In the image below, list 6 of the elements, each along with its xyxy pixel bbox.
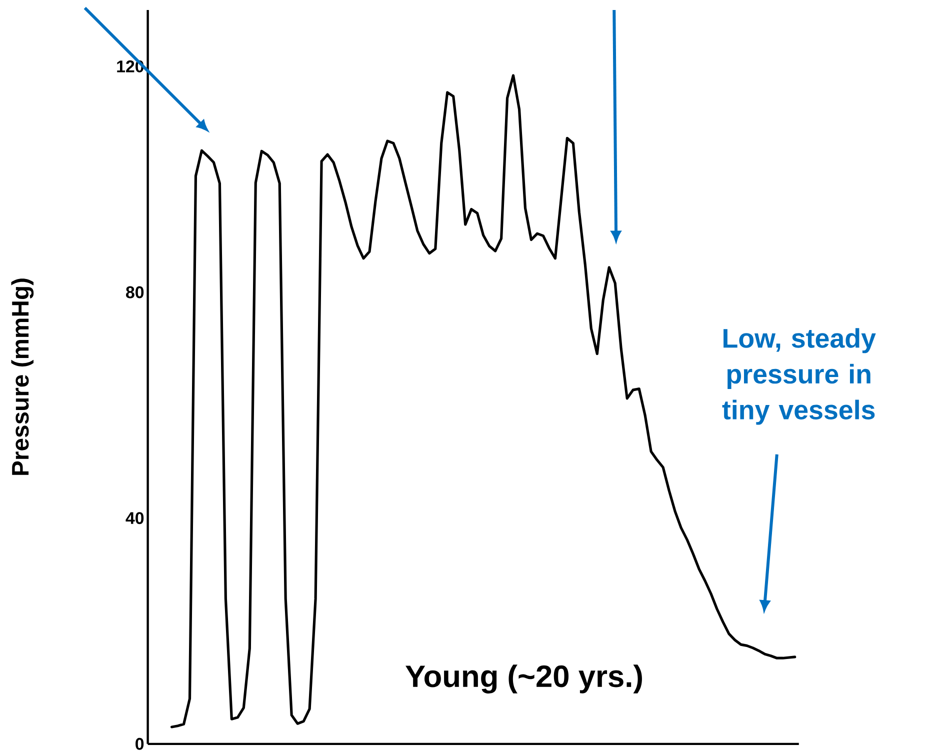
- y-axis-title: Pressure (mmHg): [11, 278, 34, 475]
- y-tick-label: 80: [126, 286, 144, 298]
- annotation: Low, steady pressure in tiny vessels: [722, 328, 876, 425]
- annotation: Young (~20 yrs.): [406, 664, 642, 694]
- y-tick-label: 40: [126, 512, 144, 524]
- y-tick-label: 0: [136, 738, 144, 750]
